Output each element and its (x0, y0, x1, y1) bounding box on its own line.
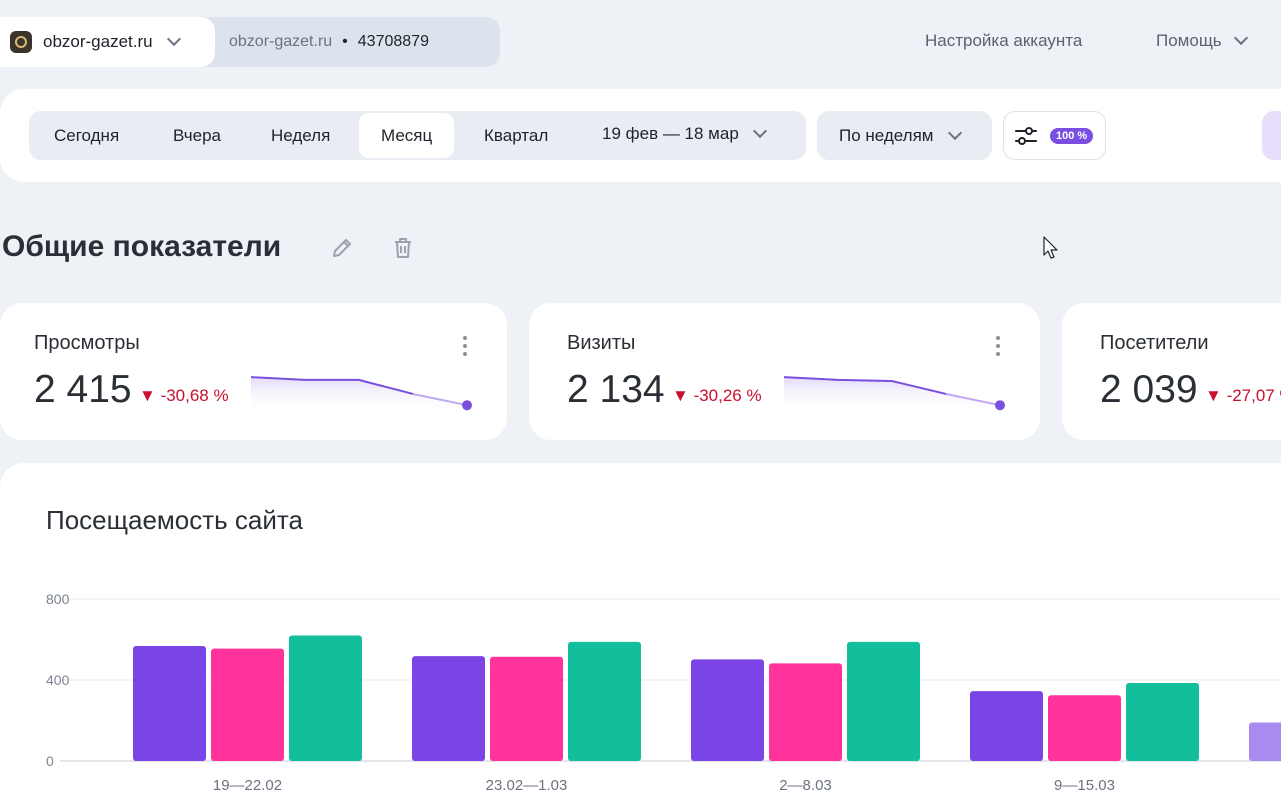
metric-card-visitors[interactable] (1062, 303, 1281, 440)
y-tick-label: 400 (46, 672, 70, 688)
sparkline-projection (412, 392, 468, 407)
bar-Посетители (289, 635, 362, 761)
x-tick-label: 23.02—1.03 (486, 777, 568, 794)
more-vertical-icon[interactable] (996, 334, 1000, 358)
metric-label: Визиты (567, 332, 636, 354)
bar-Просмотры (970, 691, 1043, 761)
y-tick-label: 0 (46, 753, 54, 769)
sparkline-line (250, 376, 414, 395)
counter-info[interactable]: obzor-gazet.ru • 43708879 (229, 33, 429, 51)
chevron-down-icon (166, 31, 181, 47)
bar-Просмотры (412, 656, 485, 761)
counter-separator: • (342, 33, 348, 50)
x-tick-label: 19—22.02 (213, 777, 282, 794)
tab-yesterday[interactable]: Вчера (173, 125, 221, 145)
help-label: Помощь (1156, 31, 1222, 50)
bar-Посетители (847, 641, 920, 761)
sparkline-line (783, 376, 947, 395)
bar-Визиты (211, 648, 284, 761)
date-range-label: 19 фев — 18 мар (602, 124, 739, 143)
sparkline-area (784, 377, 1000, 414)
metric-delta: ▼ -30,26 % (672, 386, 762, 405)
sliders-icon (1015, 126, 1037, 145)
site-selector[interactable]: obzor-gazet.ru (0, 17, 215, 67)
chevron-down-icon (947, 125, 962, 140)
chevron-down-icon (752, 123, 767, 139)
sparkline-area (251, 377, 467, 414)
traffic-bar-chart: 0 400 800 19—22.02 23.02—1.03 2—8.03 9—15.03 (46, 591, 1281, 794)
date-range-picker[interactable]: 19 фев — 18 мар (602, 123, 767, 144)
x-tick-label: 2—8.03 (779, 777, 832, 794)
metric-value: 2 415 (34, 368, 132, 411)
help-menu[interactable]: Помощь (1156, 30, 1248, 51)
bar-Посетители (1126, 683, 1199, 761)
bar-Посетители (568, 641, 641, 761)
pencil-icon[interactable] (330, 236, 354, 260)
grouping-label: По неделям (839, 125, 934, 145)
bar-Визиты (490, 656, 563, 761)
sparkline (250, 376, 472, 414)
x-tick-label: 9—15.03 (1054, 777, 1115, 794)
site-favicon-icon (10, 31, 32, 53)
segment-button[interactable] (1262, 111, 1281, 160)
tab-week[interactable]: Неделя (271, 125, 331, 145)
mouse-cursor-icon (1043, 236, 1058, 259)
bar-Визиты (1048, 695, 1121, 761)
tab-quarter[interactable]: Квартал (484, 125, 549, 145)
y-tick-label: 800 (46, 591, 70, 607)
bar-Просмотры (1249, 722, 1281, 761)
metric-card-visits[interactable] (529, 303, 1040, 440)
metric-delta: ▼ -30,68 % (139, 386, 229, 405)
metric-delta-value: -30,68 % (160, 386, 229, 405)
chart-title: Посещаемость сайта (46, 505, 303, 535)
chevron-down-icon (1233, 30, 1248, 46)
bar-Просмотры (133, 645, 206, 761)
metric-value: 2 134 (567, 368, 665, 411)
metric-label: Посетители (1100, 332, 1209, 354)
sparkline-endpoint (995, 400, 1005, 411)
metric-value: 2 039 (1100, 368, 1198, 411)
sparkline-endpoint (462, 400, 472, 411)
counter-id: 43708879 (357, 33, 429, 50)
sparkline (783, 376, 1005, 414)
metric-delta-value: -30,26 % (693, 386, 762, 405)
metric-delta-value: -27,07 % (1226, 386, 1281, 405)
metric-card-views[interactable] (0, 303, 507, 440)
tab-today[interactable]: Сегодня (54, 125, 120, 145)
trash-icon[interactable] (391, 236, 415, 260)
bar-Просмотры (691, 659, 764, 761)
sparkline-projection (945, 392, 1001, 407)
tab-month[interactable]: Месяц (359, 113, 455, 158)
report-settings-button[interactable]: 100 % (1003, 111, 1106, 160)
sampling-badge: 100 % (1050, 127, 1094, 144)
bar-Визиты (769, 663, 842, 761)
page-title: Общие показатели (2, 230, 282, 263)
counter-site: obzor-gazet.ru (229, 33, 333, 50)
grouping-select[interactable]: По неделям (817, 111, 992, 160)
account-settings-link[interactable]: Настройка аккаунта (925, 31, 1083, 50)
more-vertical-icon[interactable] (463, 334, 467, 358)
site-name: obzor-gazet.ru (43, 32, 153, 51)
metric-delta: ▼ -27,07 % (1205, 386, 1281, 406)
metric-label: Просмотры (34, 332, 140, 354)
